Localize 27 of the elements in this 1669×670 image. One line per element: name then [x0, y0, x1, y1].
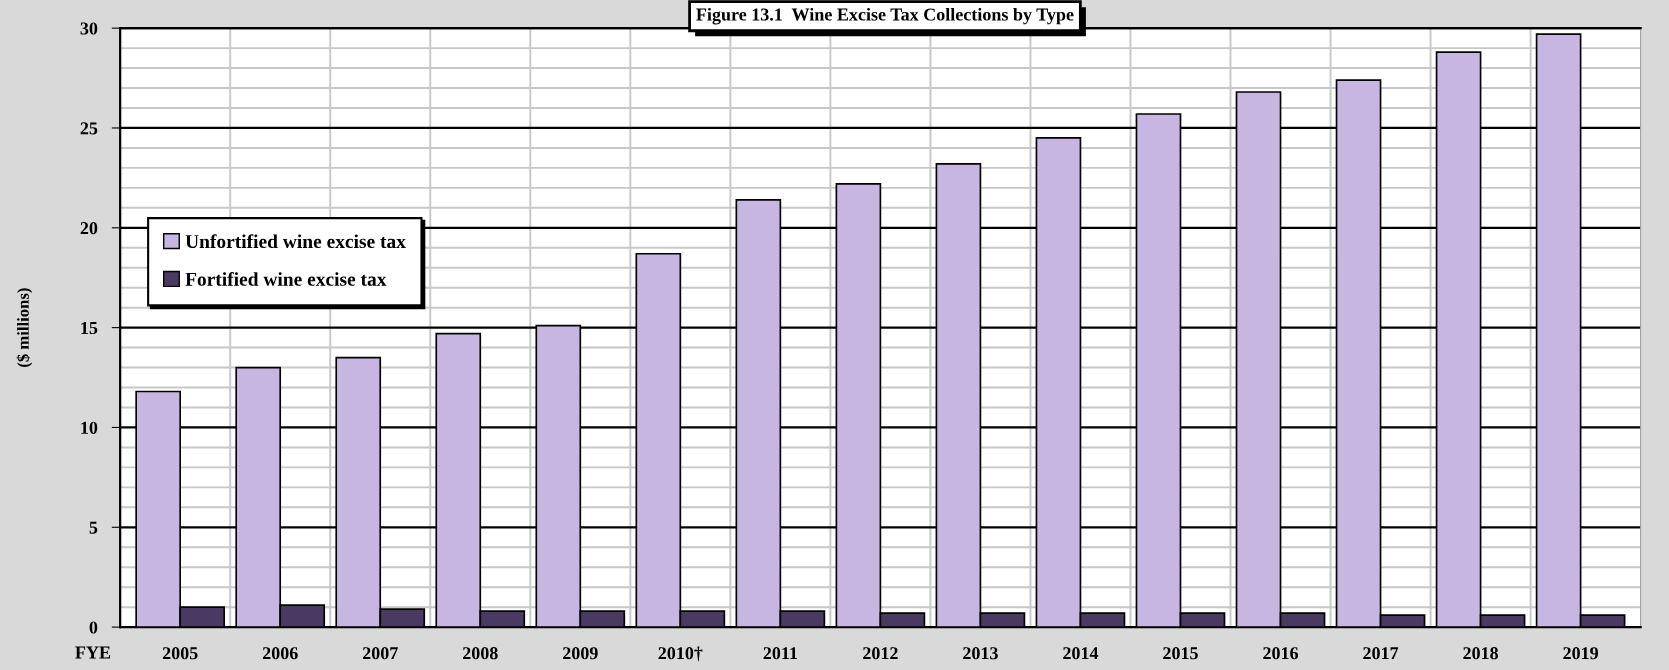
chart-title: Figure 13.1 Wine Excise Tax Collections by Type [696, 7, 1074, 25]
x-tick-label: 2018 [1463, 647, 1499, 660]
x-axis-title: FYE [75, 646, 111, 659]
y-tick-label: 15 [81, 321, 98, 335]
x-tick-label: 2009 [563, 647, 598, 660]
legend-label: Unfortified wine excise tax [185, 234, 406, 249]
x-tick-label: 2016 [1263, 647, 1299, 660]
x-tick-label: 2012 [863, 647, 898, 660]
x-tick-label: 2006 [262, 647, 298, 660]
y-tick-label: 20 [80, 222, 98, 235]
y-tick-label: 0 [89, 621, 98, 634]
x-tick-label: 2005 [162, 647, 198, 660]
x-tick-label: 2011 [763, 647, 797, 660]
y-tick-label: 25 [80, 122, 98, 135]
x-tick-label: 2019 [1563, 647, 1599, 660]
x-tick-label: 2014 [1063, 647, 1099, 660]
y-tick-label: 30 [80, 22, 98, 35]
y-axis-title: ($ millions) [16, 288, 33, 367]
y-tick-label: 10 [81, 421, 98, 434]
x-tick-label: 2015 [1163, 647, 1198, 660]
x-tick-label: 2010† [658, 646, 703, 662]
x-tick-label: 2007 [362, 647, 398, 660]
x-tick-label: 2017 [1363, 647, 1399, 660]
legend-label: Fortified wine excise tax [185, 271, 387, 286]
x-tick-label: 2013 [963, 647, 998, 660]
x-tick-label: 2008 [462, 647, 498, 660]
y-tick-label: 5 [89, 521, 98, 534]
